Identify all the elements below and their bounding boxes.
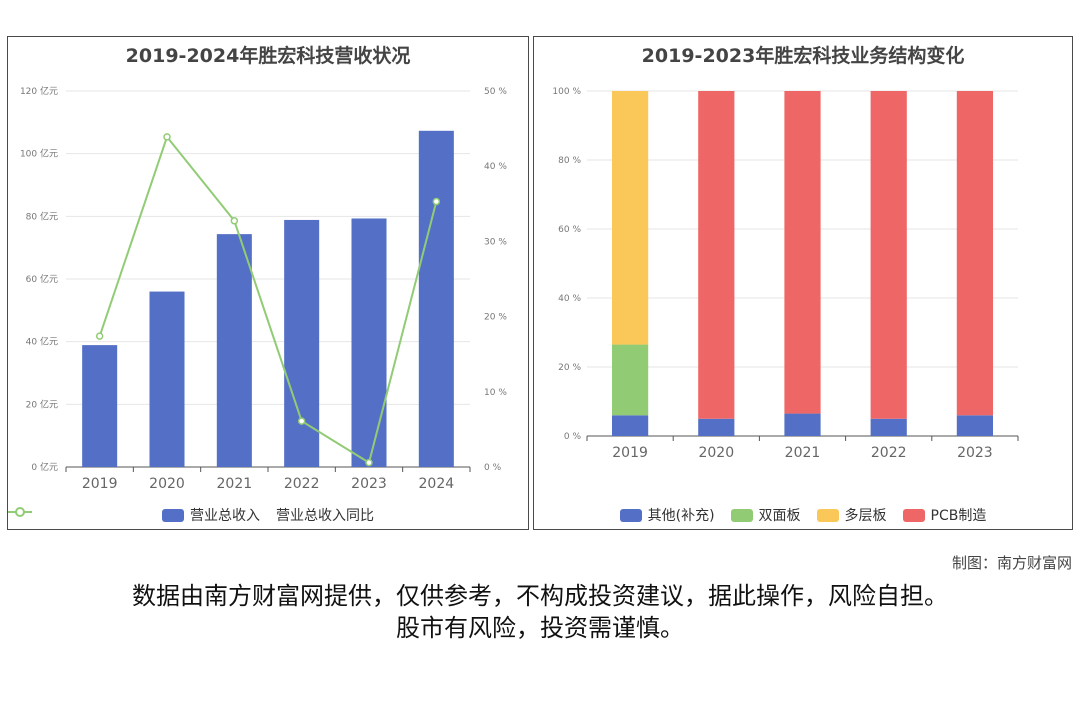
y-tick-label: 20 % [558, 363, 581, 373]
y2-tick-label: 50 % [484, 87, 507, 97]
legend-item-multilayer[interactable]: 多层板 [816, 505, 887, 525]
stacked-bar-segment-3 [956, 91, 994, 416]
x-tick-label: 2020 [698, 445, 734, 461]
yoy-point [95, 332, 104, 340]
legend-label-other: 其他(补充) [647, 508, 715, 524]
revenue-chart-svg: 0 亿元 20 亿元 40 亿元 60 亿元 80 亿元 100 亿元 120 亿元 0 % 1… [20, 85, 507, 492]
stacked-bar-segment-3 [698, 91, 735, 419]
yoy-point [432, 197, 441, 206]
x-tick-label: 2019 [82, 476, 118, 492]
revenue-chart-title: 2019-2024年胜宏科技营收状况 [125, 45, 411, 67]
legend-item-revenue[interactable]: 营业总收入 [162, 505, 260, 525]
y-tick-label: 80 亿元 [26, 210, 58, 222]
legend-swatch-other [619, 508, 642, 522]
stacked-bar-segment-0 [698, 418, 735, 436]
x-tick-label: 2023 [351, 476, 387, 492]
y2-tick-label: 20 % [484, 313, 507, 323]
structure-chart-panel: 2019-2023年胜宏科技业务结构变化 0 % 20 % 40 % 60 % 80 %… [533, 36, 1073, 530]
yoy-point [365, 458, 373, 467]
legend-swatch-yoy [8, 507, 32, 517]
structure-chart-title: 2019-2023年胜宏科技业务结构变化 [641, 45, 965, 67]
x-tick-label: 2020 [149, 476, 185, 492]
yoy-point [230, 217, 239, 225]
y-tick-label: 20 亿元 [26, 398, 58, 410]
legend-item-other[interactable]: 其他(补充) [619, 505, 715, 525]
legend-swatch-revenue [162, 508, 184, 522]
revenue-bar [82, 345, 118, 467]
x-tick-label: 2022 [284, 476, 320, 492]
legend-item-yoy[interactable]: 营业总收入同比 [8, 505, 374, 525]
y-tick-label: 60 亿元 [26, 273, 58, 285]
y2-tick-label: 30 % [484, 237, 507, 247]
legend-label-double-sided: 双面板 [758, 508, 801, 524]
stacked-bar-segment-0 [870, 418, 907, 436]
legend-swatch-pcb [902, 508, 925, 522]
stacked-bar-segment-3 [870, 91, 907, 419]
yoy-line [98, 134, 438, 465]
y-tick-label: 120 亿元 [20, 85, 58, 97]
legend-label-pcb: PCB制造 [930, 508, 987, 524]
x-tick-label: 2023 [957, 445, 993, 461]
revenue-bar [418, 130, 454, 467]
structure-chart-legend: 其他(补充) 双面板 多层板 PCB制造 [534, 505, 1072, 525]
revenue-chart-legend: 营业总收入 营业总收入同比 [8, 505, 528, 525]
x-tick-label: 2019 [612, 445, 648, 461]
yoy-point [297, 417, 306, 425]
y-tick-label: 80 % [558, 156, 581, 166]
structure-chart-svg: 0 % 20 % 40 % 60 % 80 % 100 % 2019 2020 2021 2022… [552, 87, 1019, 461]
y2-tick-label: 10 % [484, 388, 507, 398]
stacked-bar-segment-2 [611, 91, 649, 345]
legend-swatch-multilayer [816, 508, 839, 522]
x-tick-label: 2021 [785, 445, 821, 461]
revenue-bar [351, 218, 387, 467]
revenue-bar [149, 291, 185, 467]
legend-label-multilayer: 多层板 [844, 508, 887, 524]
stacked-bar-segment-3 [784, 91, 821, 414]
disclaimer: 数据由南方财富网提供，仅供参考，不构成投资建议，据此操作，风险自担。 股市有风险… [0, 580, 1080, 644]
disclaimer-line-1: 数据由南方财富网提供，仅供参考，不构成投资建议，据此操作，风险自担。 [132, 582, 948, 610]
y-tick-label: 40 亿元 [26, 336, 58, 348]
stacked-bar-segment-1 [611, 344, 649, 416]
x-tick-label: 2022 [871, 445, 907, 461]
yoy-point [163, 133, 171, 141]
x-tick-label: 2021 [217, 476, 253, 492]
disclaimer-line-2: 股市有风险，投资需谨慎。 [396, 614, 684, 642]
legend-label-revenue: 营业总收入 [190, 508, 260, 524]
y2-tick-label: 0 % [484, 463, 502, 473]
y-tick-label: 100 亿元 [20, 148, 58, 160]
y-tick-label: 0 亿元 [31, 461, 58, 473]
y-tick-label: 0 % [564, 432, 582, 442]
revenue-chart-panel: 2019-2024年胜宏科技营收状况 0 亿元 20 亿元 40 亿元 60 亿元 80… [7, 36, 529, 530]
y2-tick-label: 40 % [484, 162, 507, 172]
chart-credit: 制图：南方财富网 [951, 554, 1072, 572]
legend-label-yoy: 营业总收入同比 [276, 508, 374, 524]
legend-swatch-double-sided [730, 508, 753, 522]
y-tick-label: 60 % [558, 225, 581, 235]
stacked-bar-segment-0 [611, 415, 649, 436]
y-tick-label: 40 % [558, 294, 581, 304]
legend-item-double-sided[interactable]: 双面板 [730, 505, 801, 525]
x-tick-label: 2024 [419, 476, 455, 492]
revenue-bar [216, 234, 252, 467]
stacked-bar-segment-0 [784, 413, 821, 436]
stacked-bar-segment-0 [956, 415, 994, 436]
y-tick-label: 100 % [552, 87, 581, 97]
revenue-bar [284, 219, 320, 467]
legend-item-pcb[interactable]: PCB制造 [902, 505, 987, 525]
